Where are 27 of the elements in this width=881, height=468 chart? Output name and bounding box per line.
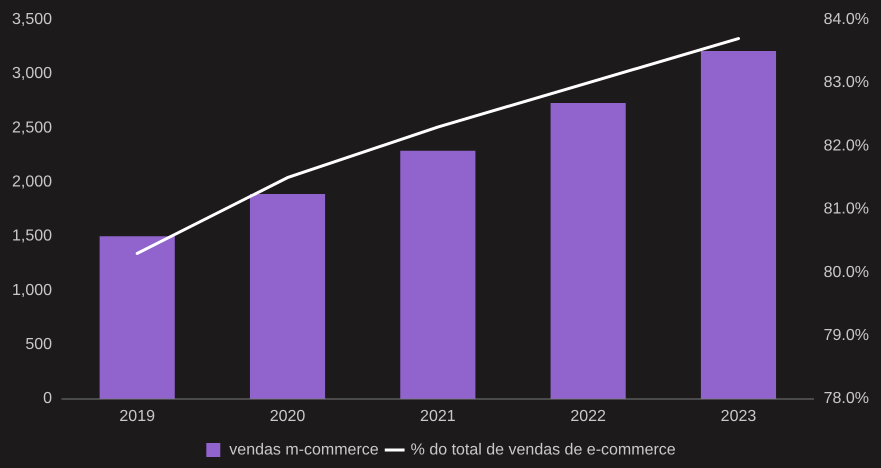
- x-tick-label: 2023: [720, 408, 756, 425]
- x-tick-label: 2020: [270, 408, 306, 425]
- x-tick-label: 2019: [119, 408, 156, 425]
- y-tick-label: 3,000: [12, 65, 52, 82]
- bar: [100, 236, 175, 399]
- bar: [700, 51, 776, 399]
- y-tick-label: 2,000: [12, 174, 52, 191]
- y2-tick-label: 78.0%: [824, 390, 870, 408]
- legend-label: vendas m-commerce: [229, 441, 379, 458]
- y2-tick-label: 80.0%: [824, 264, 870, 281]
- x-tick-label: 2022: [570, 408, 606, 425]
- legend-label: % do total de vendas de e-commerce: [410, 441, 676, 458]
- y2-tick-label: 81.0%: [824, 200, 870, 218]
- y-tick-label: 1,000: [12, 282, 52, 299]
- y-tick-label: 3,500: [12, 11, 52, 28]
- bar: [250, 194, 326, 399]
- y2-tick-label: 84.0%: [824, 11, 870, 28]
- y2-tick-label: 79.0%: [824, 327, 870, 344]
- y2-tick-label: 83.0%: [824, 74, 870, 92]
- x-tick-label: 2021: [420, 408, 456, 425]
- bar: [400, 150, 476, 399]
- y-tick-label: 2,500: [12, 119, 52, 136]
- y2-tick-label: 82.0%: [824, 137, 870, 154]
- bar: [550, 103, 626, 399]
- y-tick-label: 500: [25, 336, 52, 354]
- y-tick-label: 0: [43, 390, 52, 408]
- y-tick-label: 1,500: [12, 228, 52, 245]
